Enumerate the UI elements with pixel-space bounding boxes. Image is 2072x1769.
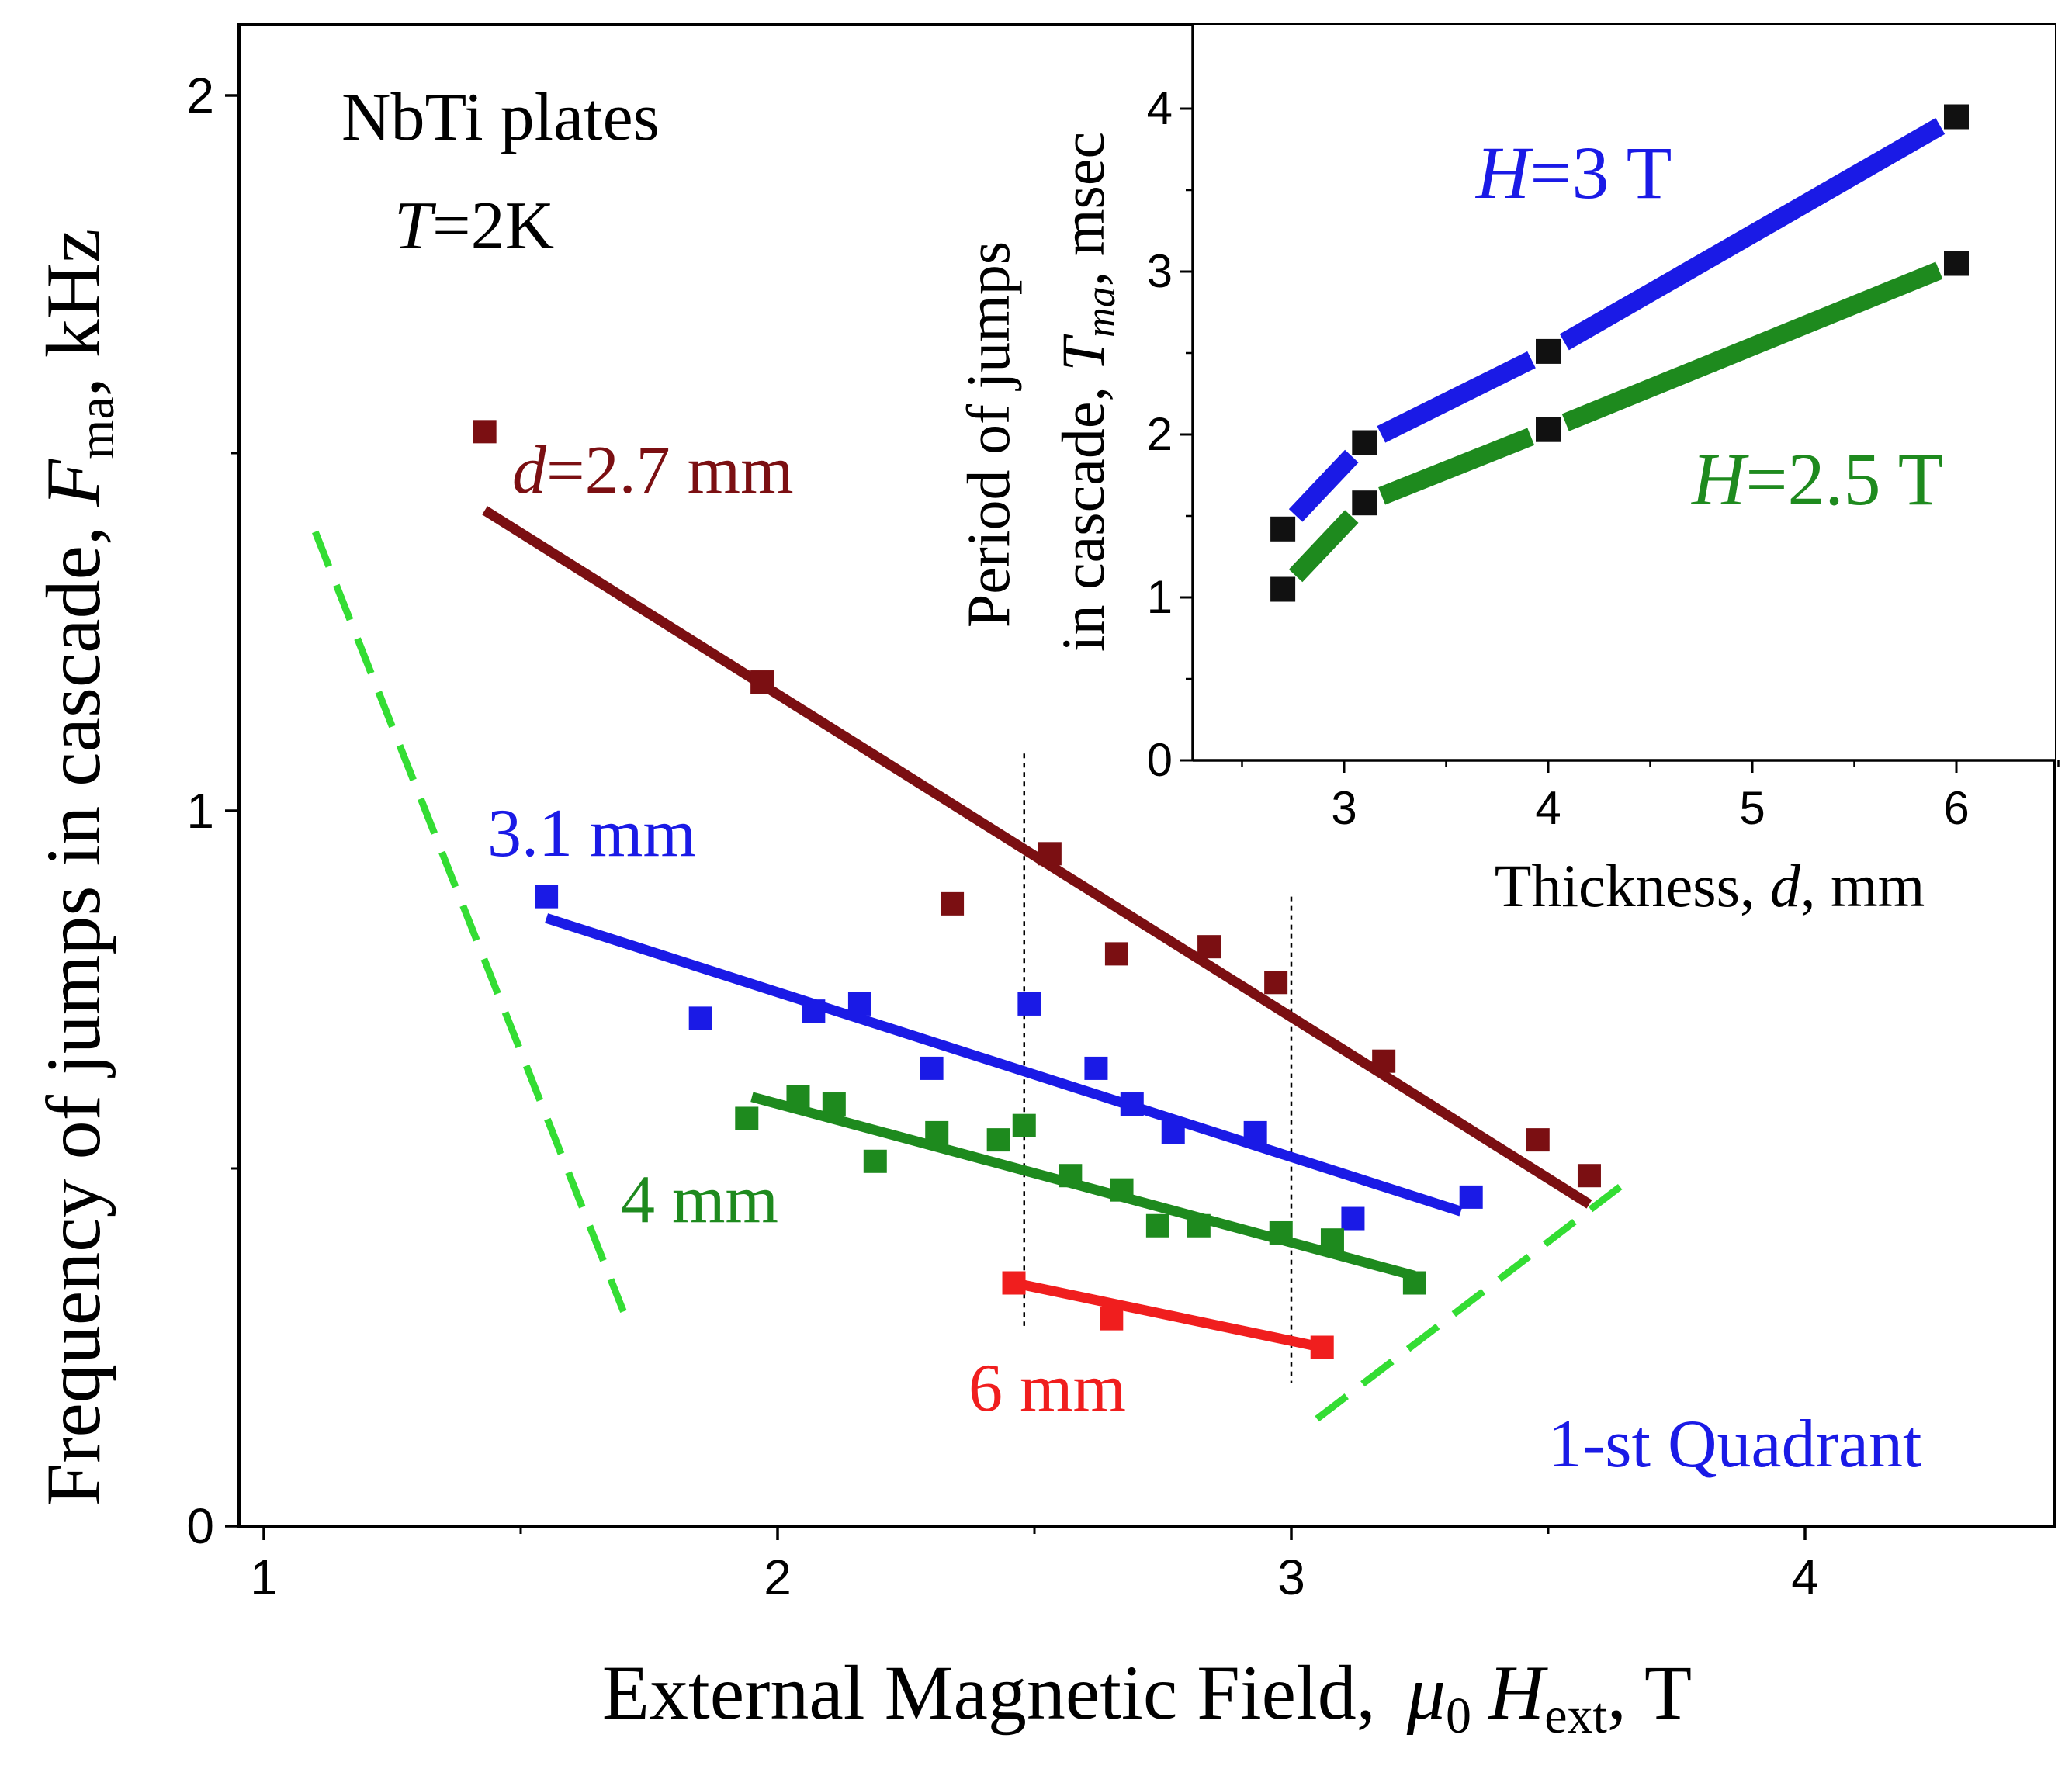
inset-series-segment	[1561, 261, 1943, 431]
main-x-tick-label: 3	[1277, 1549, 1305, 1605]
inset-y-tick-label: 3	[1147, 245, 1173, 297]
data-point	[688, 1006, 712, 1030]
inset-plot: 3 4 5 6 0 1 2 3 4 H=3 T H=2.5 T Thickness, d, mm…	[955, 25, 2060, 919]
main-x-tick-label: 1	[250, 1549, 278, 1605]
inset-y-tick-label: 1	[1147, 571, 1173, 623]
data-point	[925, 1120, 949, 1144]
main-x-tick-label: 4	[1791, 1549, 1819, 1605]
data-point	[1012, 1113, 1036, 1137]
data-point	[1459, 1185, 1483, 1209]
main-y-tick-label: 0	[186, 1498, 214, 1554]
data-point	[735, 1106, 759, 1130]
data-point	[1526, 1128, 1550, 1152]
main-x-axis-title: External Magnetic Field, μ0 Hext, T	[602, 1650, 1692, 1744]
fit-line	[750, 1092, 1416, 1281]
data-point	[1402, 1271, 1426, 1295]
data-point	[920, 1056, 944, 1080]
data-point	[535, 884, 559, 909]
data-point	[1161, 1120, 1185, 1144]
data-point	[1002, 1271, 1026, 1295]
data-point	[986, 1128, 1010, 1152]
data-point	[1341, 1206, 1365, 1231]
data-point	[1264, 971, 1288, 995]
series-label-d31: 3.1 mm	[487, 796, 696, 871]
data-point	[1104, 942, 1128, 966]
quadrant-annotation: 1-st Quadrant	[1548, 1407, 1921, 1482]
data-point	[1187, 1213, 1211, 1238]
data-point	[1120, 1092, 1144, 1116]
inset-data-point	[1944, 104, 1969, 130]
guide-line	[312, 530, 627, 1314]
inset-data-points	[1270, 104, 1969, 602]
series-label-d27: d=2.7 mm	[512, 433, 794, 508]
inset-series-segment	[1288, 510, 1359, 583]
inset-y-tick-label: 2	[1147, 408, 1173, 460]
data-point	[1038, 842, 1062, 866]
main-fit-lines	[482, 506, 1592, 1352]
inset-x-tick-label: 5	[1739, 782, 1765, 834]
data-point	[863, 1149, 887, 1173]
data-point	[1372, 1049, 1396, 1073]
data-point	[1243, 1120, 1267, 1144]
inset-x-tick-label: 6	[1943, 782, 1969, 834]
data-point	[941, 891, 965, 916]
inset-y-tick-label: 4	[1147, 82, 1173, 134]
inset-data-point	[1270, 516, 1296, 542]
main-data-points	[473, 420, 1601, 1359]
data-point	[1110, 1178, 1134, 1202]
inset-data-point	[1536, 417, 1561, 442]
data-point	[847, 992, 871, 1016]
inset-data-point	[1352, 430, 1377, 455]
data-point	[750, 670, 774, 694]
main-y-tick-label: 1	[186, 783, 214, 839]
data-point	[786, 1085, 810, 1109]
inset-data-point	[1536, 338, 1561, 364]
temperature-annotation: T=2K	[394, 189, 554, 264]
fit-line	[482, 506, 1592, 1209]
main-plot-frame	[237, 23, 2056, 1528]
inset-series-segment	[1559, 118, 1946, 351]
inset-series-segment	[1377, 351, 1536, 443]
data-point	[1084, 1056, 1108, 1080]
data-point	[1059, 1164, 1083, 1188]
inset-label-H25: H=2.5 T	[1690, 438, 1943, 521]
inset-label-H3: H=3 T	[1474, 131, 1672, 214]
inset-series-segment	[1378, 428, 1535, 505]
fit-line	[1013, 1278, 1324, 1352]
inset-series-lines	[1288, 118, 1946, 583]
inset-x-axis-title: Thickness, d, mm	[1495, 852, 1925, 919]
sample-annotation: NbTi plates	[341, 80, 660, 155]
data-point	[1197, 935, 1221, 959]
data-point	[473, 420, 497, 444]
data-point	[1145, 1213, 1169, 1238]
main-x-tick-label: 2	[764, 1549, 792, 1605]
inset-y-axis-title-line2: in cascade, Tma, msec	[1049, 132, 1124, 652]
inset-series-segment	[1288, 449, 1359, 522]
data-point	[802, 999, 826, 1023]
series-label-d4: 4 mm	[621, 1162, 778, 1238]
series-label-d6: 6 mm	[968, 1351, 1126, 1426]
fit-line	[545, 913, 1463, 1217]
inset-data-point	[1352, 490, 1377, 516]
inset-data-point	[1270, 576, 1296, 602]
inset-x-tick-label: 4	[1535, 782, 1561, 834]
inset-data-point	[1944, 251, 1969, 276]
main-y-tick-label: 2	[186, 68, 214, 123]
data-point	[1100, 1307, 1124, 1331]
data-point	[1017, 992, 1041, 1016]
inset-y-tick-label: 0	[1147, 734, 1173, 786]
data-point	[1310, 1335, 1334, 1359]
inset-y-axis-title-line1: Period of jumps	[955, 241, 1022, 628]
data-point	[1269, 1220, 1293, 1245]
guide-line	[1315, 1179, 1628, 1422]
main-y-axis-title: Frequency of jumps in cascade, Fma, kHz	[30, 229, 125, 1507]
data-point	[1320, 1228, 1344, 1252]
data-point	[822, 1092, 846, 1116]
inset-x-tick-label: 3	[1331, 782, 1357, 834]
inset-axis-ticks: 3 4 5 6 0 1 2 3 4	[1147, 82, 2060, 834]
data-point	[1577, 1164, 1601, 1188]
